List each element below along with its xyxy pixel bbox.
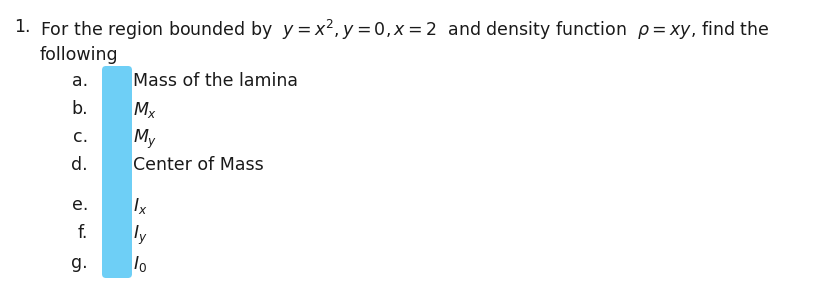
Text: For the region bounded by  $y=x^2, y=0, x=2$  and density function  $\rho = xy$,: For the region bounded by $y=x^2, y=0, x… — [40, 18, 769, 42]
Text: a.: a. — [72, 72, 88, 90]
Text: e.: e. — [71, 196, 88, 214]
FancyBboxPatch shape — [102, 66, 132, 278]
Text: $I_0$: $I_0$ — [133, 254, 147, 274]
Text: 1.: 1. — [14, 18, 30, 36]
Text: $I_y$: $I_y$ — [133, 224, 148, 247]
Text: f.: f. — [78, 224, 88, 242]
Text: following: following — [40, 46, 118, 64]
Text: $M_x$: $M_x$ — [133, 100, 158, 120]
Text: c.: c. — [73, 128, 88, 146]
Text: Mass of the lamina: Mass of the lamina — [133, 72, 298, 90]
Text: $I_x$: $I_x$ — [133, 196, 148, 216]
Text: b.: b. — [71, 100, 88, 118]
Text: d.: d. — [71, 156, 88, 174]
Text: Center of Mass: Center of Mass — [133, 156, 264, 174]
Text: g.: g. — [71, 254, 88, 272]
Text: $M_y$: $M_y$ — [133, 128, 158, 151]
